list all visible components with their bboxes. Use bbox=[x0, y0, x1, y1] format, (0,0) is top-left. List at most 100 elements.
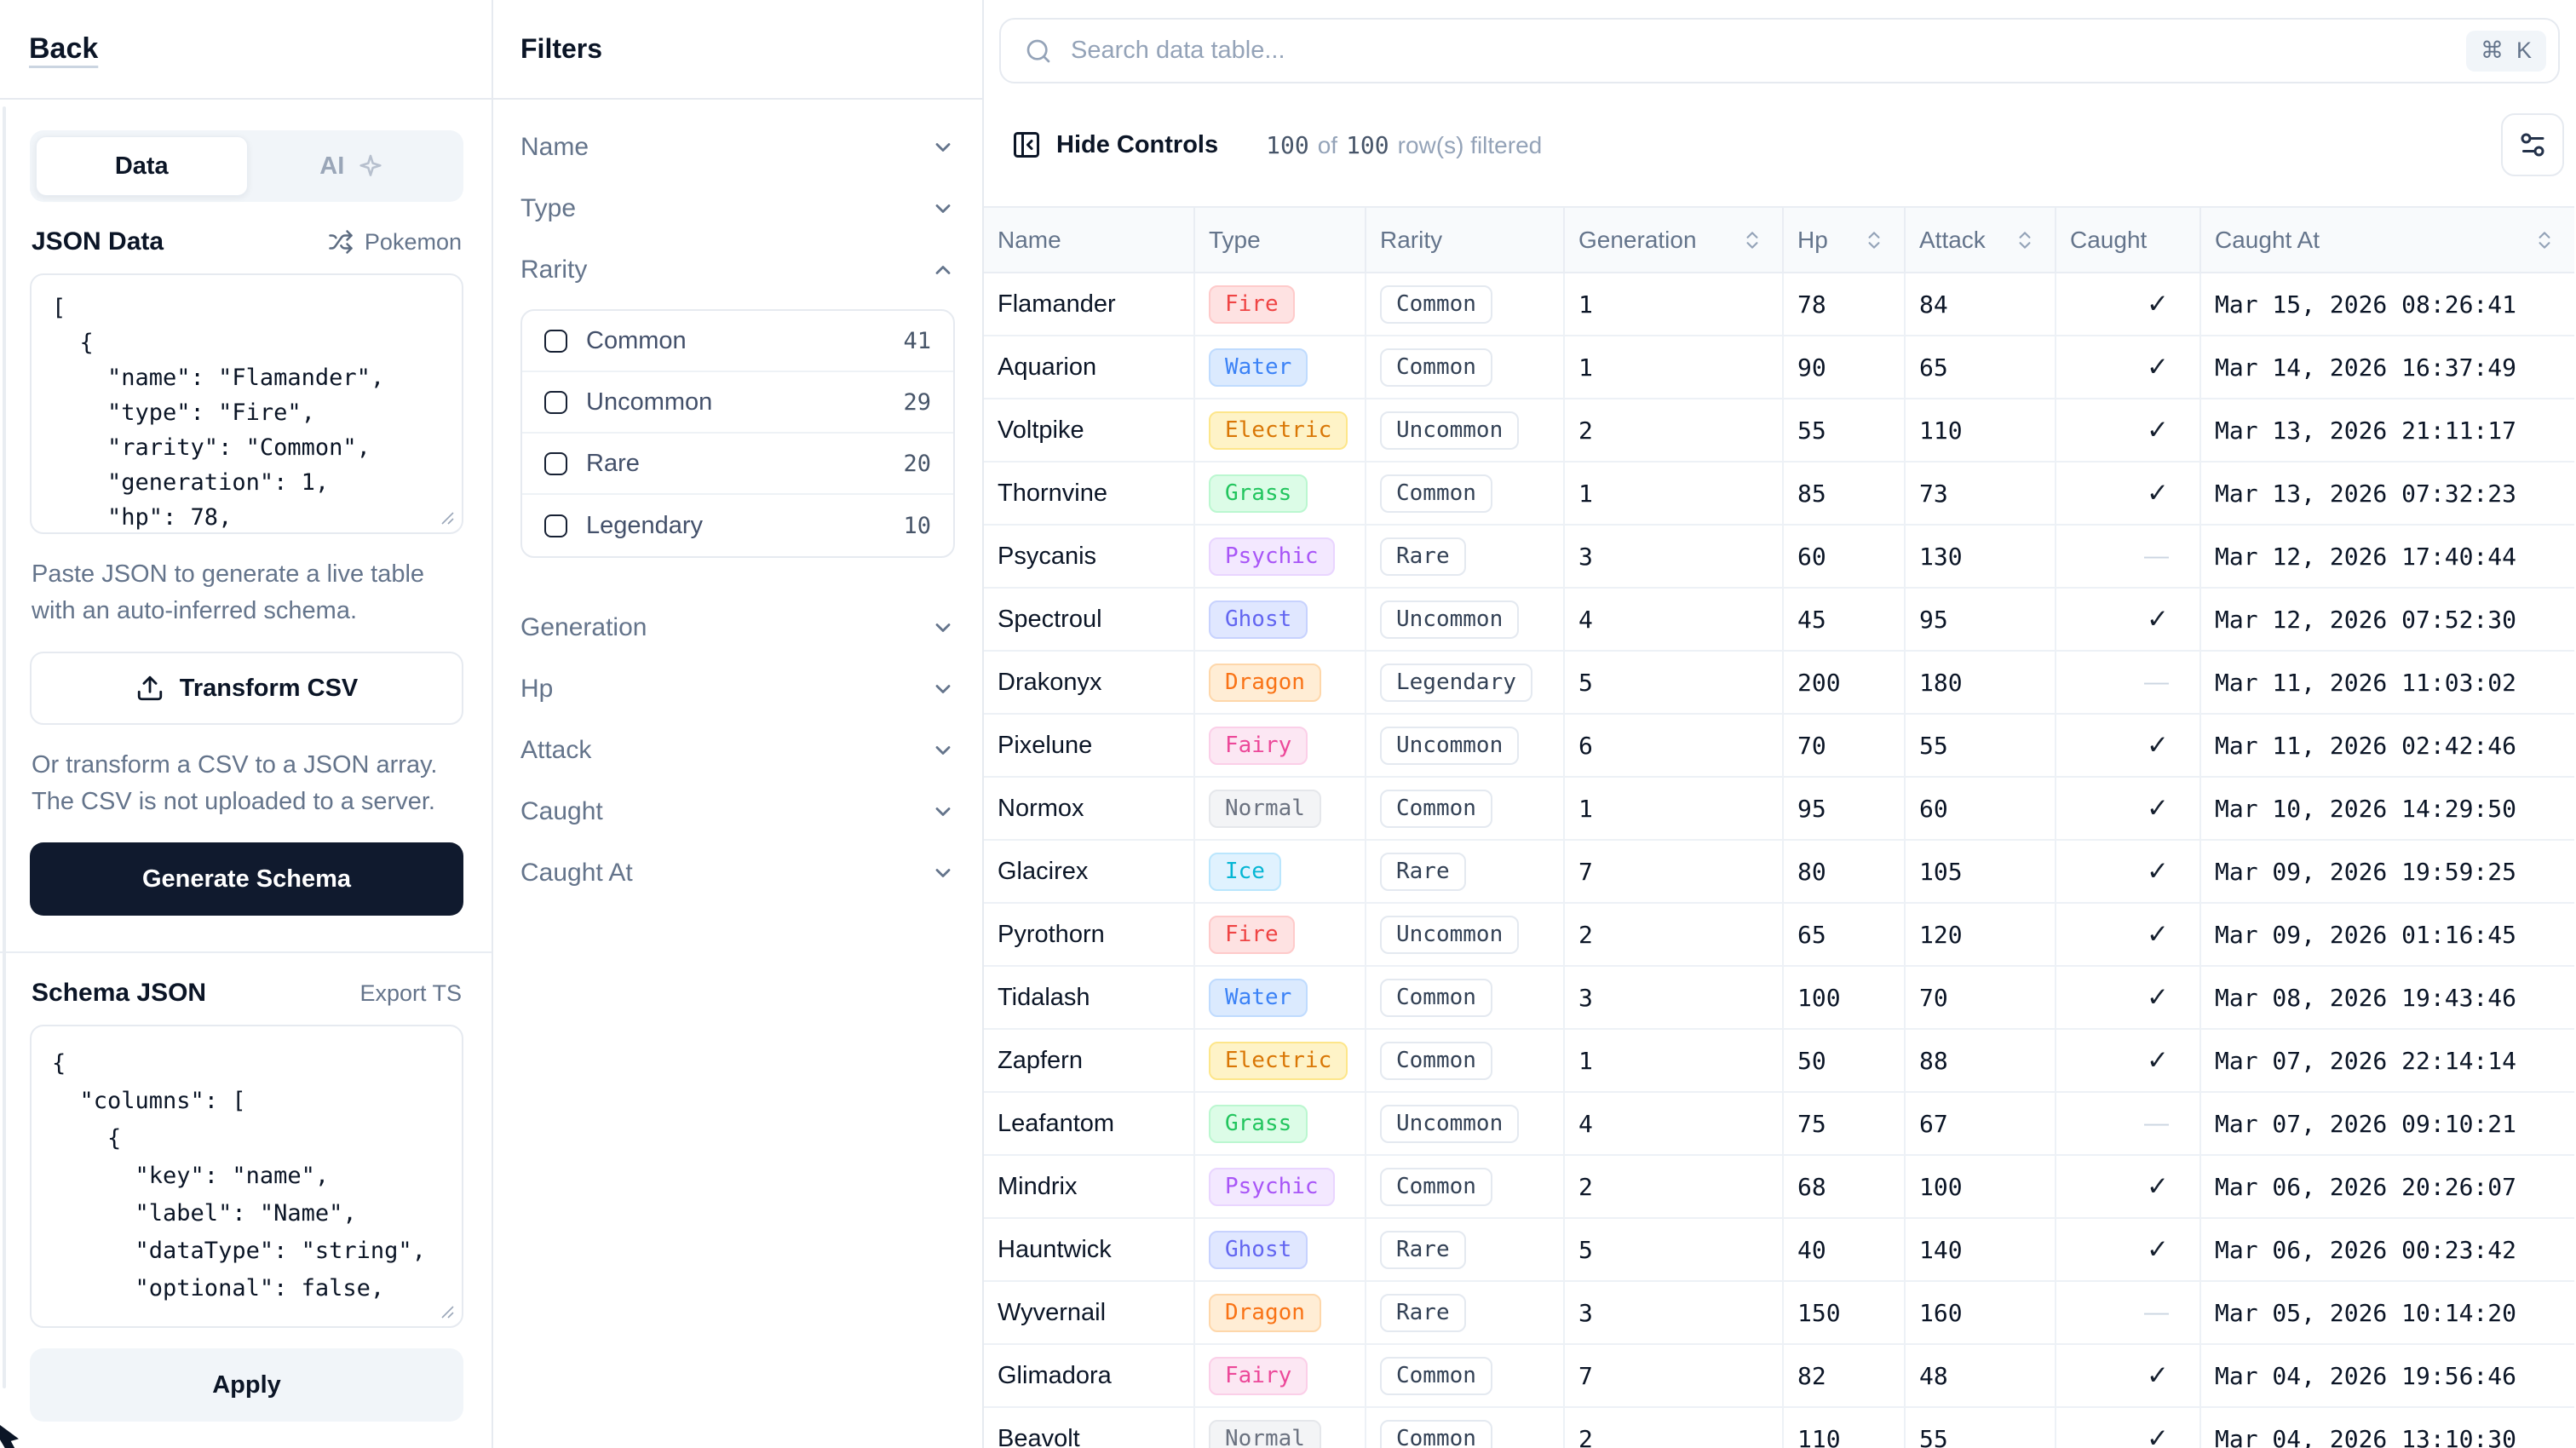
table-row[interactable]: Beavolt Normal Common 2 110 55 ✓ Mar 04,… bbox=[984, 1407, 2574, 1448]
caught-mark: ✓ bbox=[2147, 604, 2169, 634]
column-header[interactable]: Caught At bbox=[2200, 206, 2574, 273]
rarity-option[interactable]: Common 41 bbox=[522, 311, 953, 372]
filter-section-label: Rarity bbox=[520, 256, 588, 284]
json-data-label: JSON Data bbox=[32, 227, 164, 256]
json-data-textarea[interactable]: [ { "name": "Flamander", "type": "Fire",… bbox=[30, 273, 463, 534]
table-row[interactable]: Glimadora Fairy Common 7 82 48 ✓ Mar 04,… bbox=[984, 1344, 2574, 1408]
sort-icon[interactable] bbox=[2533, 229, 2556, 251]
checkbox[interactable] bbox=[544, 514, 567, 537]
filter-section-name[interactable]: Name bbox=[520, 117, 955, 178]
filter-section-generation[interactable]: Generation bbox=[520, 597, 955, 658]
cell-hp: 45 bbox=[1783, 588, 1906, 652]
sidebar-scrollbar[interactable] bbox=[3, 106, 6, 1388]
column-header[interactable]: Hp bbox=[1783, 206, 1906, 273]
rarity-badge: Common bbox=[1380, 474, 1492, 513]
rarity-badge: Rare bbox=[1380, 1293, 1466, 1332]
preset-pokemon-button[interactable]: Pokemon bbox=[328, 229, 462, 256]
transform-csv-label: Transform CSV bbox=[179, 674, 359, 702]
rarity-badge: Uncommon bbox=[1380, 726, 1520, 765]
table-row[interactable]: Normox Normal Common 1 95 60 ✓ Mar 10, 2… bbox=[984, 777, 2574, 841]
table-row[interactable]: Thornvine Grass Common 1 85 73 ✓ Mar 13,… bbox=[984, 462, 2574, 526]
type-badge: Ghost bbox=[1209, 1230, 1308, 1269]
sort-icon[interactable] bbox=[1741, 229, 1763, 251]
resize-handle-icon[interactable] bbox=[439, 1303, 454, 1319]
column-header[interactable]: Type bbox=[1194, 206, 1366, 273]
column-header[interactable]: Name bbox=[984, 206, 1195, 273]
table-row[interactable]: Drakonyx Dragon Legendary 5 200 180 — Ma… bbox=[984, 651, 2574, 715]
table-row[interactable]: Wyvernail Dragon Rare 3 150 160 — Mar 05… bbox=[984, 1281, 2574, 1345]
cell-attack: 55 bbox=[1905, 714, 2056, 778]
column-header-label: Name bbox=[998, 226, 1061, 253]
cell-name: Pyrothorn bbox=[984, 903, 1195, 967]
cell-name: Drakonyx bbox=[984, 651, 1195, 715]
column-header[interactable]: Caught bbox=[2056, 206, 2201, 273]
apply-button[interactable]: Apply bbox=[30, 1348, 463, 1422]
filter-section-label: Attack bbox=[520, 736, 592, 764]
table-row[interactable]: Spectroul Ghost Uncommon 4 45 95 ✓ Mar 1… bbox=[984, 588, 2574, 652]
table-row[interactable]: Psycanis Psychic Rare 3 60 130 — Mar 12,… bbox=[984, 525, 2574, 589]
hide-controls-button[interactable]: Hide Controls bbox=[1011, 129, 1218, 160]
transform-csv-button[interactable]: Transform CSV bbox=[30, 652, 463, 725]
tab-ai[interactable]: AI bbox=[248, 136, 458, 196]
checkbox[interactable] bbox=[544, 329, 567, 353]
search-input[interactable] bbox=[1069, 20, 2449, 82]
back-link[interactable]: Back bbox=[29, 32, 99, 65]
rarity-option[interactable]: Rare 20 bbox=[522, 434, 953, 495]
rarity-option[interactable]: Uncommon 29 bbox=[522, 372, 953, 434]
generate-schema-button[interactable]: Generate Schema bbox=[30, 842, 463, 916]
filter-section-caught-at[interactable]: Caught At bbox=[520, 842, 955, 904]
cell-rarity: Uncommon bbox=[1366, 1092, 1565, 1156]
filter-section-attack[interactable]: Attack bbox=[520, 720, 955, 781]
table-row[interactable]: Tidalash Water Common 3 100 70 ✓ Mar 08,… bbox=[984, 966, 2574, 1030]
cell-rarity: Uncommon bbox=[1366, 714, 1565, 778]
table-row[interactable]: Voltpike Electric Uncommon 2 55 110 ✓ Ma… bbox=[984, 399, 2574, 463]
rarity-badge: Legendary bbox=[1380, 663, 1532, 702]
view-options-button[interactable] bbox=[2501, 113, 2564, 176]
filter-section-type[interactable]: Type bbox=[520, 178, 955, 239]
cell-name: Hauntwick bbox=[984, 1218, 1195, 1282]
cell-rarity: Common bbox=[1366, 777, 1565, 841]
cell-name: Tidalash bbox=[984, 966, 1195, 1030]
csv-hint: Or transform a CSV to a JSON array. The … bbox=[32, 751, 438, 815]
cell-generation: 7 bbox=[1564, 840, 1784, 904]
filter-section-label: Hp bbox=[520, 675, 554, 703]
filter-section-hp[interactable]: Hp bbox=[520, 658, 955, 720]
column-header[interactable]: Attack bbox=[1905, 206, 2056, 273]
table-row[interactable]: Leafantom Grass Uncommon 4 75 67 — Mar 0… bbox=[984, 1092, 2574, 1156]
caught-mark: ✓ bbox=[2147, 919, 2169, 949]
cell-type: Fire bbox=[1194, 273, 1366, 336]
table-row[interactable]: Glacirex Ice Rare 7 80 105 ✓ Mar 09, 202… bbox=[984, 840, 2574, 904]
checkbox[interactable] bbox=[544, 390, 567, 414]
table-row[interactable]: Aquarion Water Common 1 90 65 ✓ Mar 14, … bbox=[984, 336, 2574, 399]
column-header[interactable]: Rarity bbox=[1366, 206, 1565, 273]
chevron-down-icon bbox=[935, 807, 951, 816]
cell-caught: ✓ bbox=[2056, 273, 2201, 336]
schema-json-textarea[interactable]: { "columns": [ { "key": "name", "label":… bbox=[30, 1025, 463, 1328]
cell-rarity: Common bbox=[1366, 966, 1565, 1030]
cell-rarity: Common bbox=[1366, 1344, 1565, 1408]
cell-rarity: Rare bbox=[1366, 840, 1565, 904]
table-row[interactable]: Mindrix Psychic Common 2 68 100 ✓ Mar 06… bbox=[984, 1155, 2574, 1219]
cell-name: Leafantom bbox=[984, 1092, 1195, 1156]
sort-icon[interactable] bbox=[1863, 229, 1885, 251]
table-row[interactable]: Pyrothorn Fire Uncommon 2 65 120 ✓ Mar 0… bbox=[984, 903, 2574, 967]
cell-name: Aquarion bbox=[984, 336, 1195, 399]
table-row[interactable]: Pixelune Fairy Uncommon 6 70 55 ✓ Mar 11… bbox=[984, 714, 2574, 778]
cell-attack: 100 bbox=[1905, 1155, 2056, 1219]
table-row[interactable]: Zapfern Electric Common 1 50 88 ✓ Mar 07… bbox=[984, 1029, 2574, 1093]
filter-section-rarity[interactable]: Rarity bbox=[520, 239, 955, 301]
table-row[interactable]: Flamander Fire Common 1 78 84 ✓ Mar 15, … bbox=[984, 273, 2574, 336]
checkbox[interactable] bbox=[544, 451, 567, 475]
export-ts-button[interactable]: Export TS bbox=[359, 980, 462, 1006]
filter-section-caught[interactable]: Caught bbox=[520, 781, 955, 842]
cell-rarity: Uncommon bbox=[1366, 903, 1565, 967]
resize-handle-icon[interactable] bbox=[439, 509, 454, 525]
column-header[interactable]: Generation bbox=[1564, 206, 1784, 273]
cell-hp: 110 bbox=[1783, 1407, 1906, 1448]
tab-data[interactable]: Data bbox=[36, 136, 248, 196]
rarity-option[interactable]: Legendary 10 bbox=[522, 495, 953, 556]
cell-rarity: Rare bbox=[1366, 525, 1565, 589]
sort-icon[interactable] bbox=[2014, 229, 2036, 251]
table-row[interactable]: Hauntwick Ghost Rare 5 40 140 ✓ Mar 06, … bbox=[984, 1218, 2574, 1282]
cell-rarity: Common bbox=[1366, 1155, 1565, 1219]
